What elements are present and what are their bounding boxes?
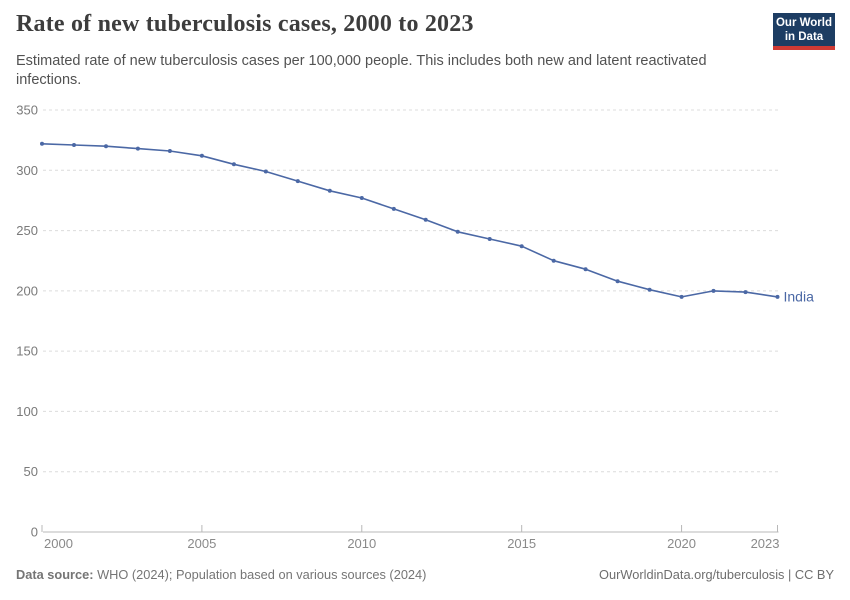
y-tick-label: 100 (16, 404, 38, 419)
series-line (41, 143, 779, 298)
data-point[interactable] (72, 143, 76, 147)
data-point[interactable] (487, 237, 492, 241)
data-point[interactable] (263, 169, 268, 174)
data-point[interactable] (423, 217, 428, 222)
data-point[interactable] (359, 196, 364, 200)
owid-logo[interactable]: Our World in Data (773, 13, 835, 50)
data-point[interactable] (391, 206, 396, 211)
data-point[interactable] (455, 229, 460, 234)
data-point[interactable] (647, 287, 652, 292)
chart-footer: Data source: WHO (2024); Population base… (16, 567, 834, 582)
x-tick-label: 2005 (187, 536, 216, 551)
data-point[interactable] (135, 146, 140, 151)
data-point[interactable] (583, 267, 588, 272)
x-tick-label: 2020 (667, 536, 696, 551)
chart-svg: 0 50 100 150 200 250 300 350 2000 2005 2010 2015 202… (16, 103, 815, 552)
series-end-label[interactable]: India (784, 288, 815, 304)
page-subtitle: Estimated rate of new tuberculosis cases… (16, 53, 707, 88)
footer-link[interactable]: OurWorldinData.org/tuberculosis | CC BY (599, 567, 834, 582)
data-point[interactable] (615, 279, 620, 284)
data-point[interactable] (40, 141, 44, 146)
data-point[interactable] (775, 294, 780, 299)
data-source-note: Data source: WHO (2024); Population base… (16, 567, 426, 582)
x-tick-label: 2023 (751, 536, 780, 551)
data-point[interactable] (519, 244, 524, 249)
data-point[interactable] (711, 288, 716, 293)
y-tick-label: 150 (16, 344, 38, 359)
data-point[interactable] (199, 153, 204, 158)
x-tick-label: 2000 (44, 536, 73, 551)
owid-logo-line2: in Data (784, 30, 824, 43)
data-source-text: WHO (2024); Population based on various … (93, 567, 427, 582)
data-point[interactable] (104, 144, 108, 149)
data-point[interactable] (295, 179, 300, 184)
data-point[interactable] (679, 294, 684, 299)
page-title: Rate of new tuberculosis cases, 2000 to … (16, 11, 474, 37)
x-tick-label: 2010 (347, 536, 376, 551)
data-point[interactable] (327, 188, 332, 193)
owid-logo-line1: Our World (775, 17, 832, 29)
data-point[interactable] (551, 258, 556, 263)
data-source-label: Data source: (16, 567, 94, 582)
y-tick-label: 350 (16, 103, 38, 118)
x-tick-label: 2015 (507, 536, 536, 551)
data-point[interactable] (743, 290, 748, 295)
y-tick-label: 200 (16, 283, 38, 298)
data-point[interactable] (167, 149, 172, 153)
y-tick-label: 300 (16, 163, 38, 178)
line-chart: 0 50 100 150 200 250 300 350 2000 2005 2010 2015 202… (0, 95, 850, 560)
y-tick-label: 0 (31, 525, 38, 540)
data-point[interactable] (231, 162, 236, 167)
y-tick-label: 250 (16, 223, 38, 238)
y-tick-label: 50 (24, 464, 38, 479)
